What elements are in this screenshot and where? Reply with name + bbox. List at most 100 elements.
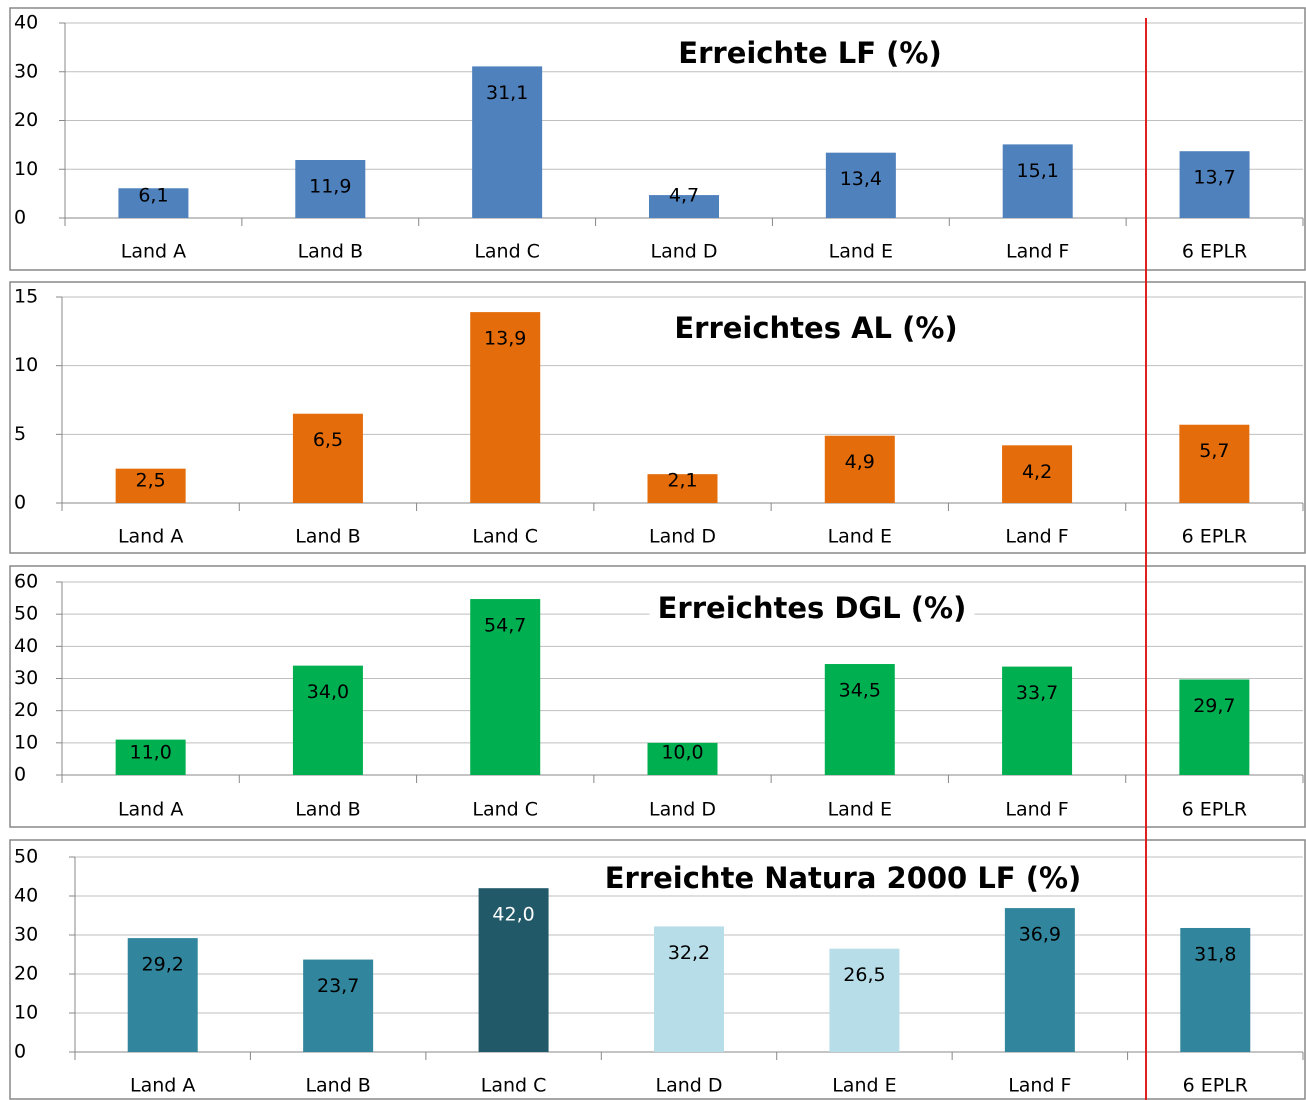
x-tick-label: Land F [1008,1075,1071,1097]
value-label: 29,2 [142,954,184,976]
x-tick-label: Land C [481,1075,547,1097]
bar [649,195,719,218]
value-label: 29,7 [1193,695,1235,717]
bar [470,312,541,503]
bar [1179,424,1250,503]
bar [1180,927,1251,1052]
x-tick-label: Land D [650,241,717,263]
bar [295,159,366,218]
value-label: 34,5 [839,680,881,702]
bar [1002,445,1073,503]
y-tick-label: 0 [14,492,26,514]
value-label: 4,7 [669,185,699,207]
value-label: 33,7 [1016,682,1058,704]
bar [824,435,895,503]
x-tick-label: Land F [1005,526,1068,548]
bar [470,599,541,775]
value-label: 54,7 [484,615,526,637]
value-label: 34,0 [307,681,349,703]
value-label: 2,5 [136,470,166,492]
bar [472,66,543,218]
x-tick-label: Land A [118,526,183,548]
bar [127,938,198,1052]
value-label: 4,9 [845,451,875,473]
panel-frame [9,7,1306,271]
x-tick-label: 6 EPLR [1182,241,1247,263]
bar [647,742,718,775]
x-tick-label: Land F [1006,241,1069,263]
value-label: 13,7 [1193,167,1235,189]
x-tick-label: Land F [1005,799,1068,821]
x-tick-label: Land C [474,241,540,263]
value-label: 36,9 [1019,924,1061,946]
title-background [649,591,975,625]
title-background [670,36,950,70]
x-tick-label: Land E [828,526,892,548]
chart-title: Erreichtes AL (%) [674,311,957,345]
bar [118,188,189,218]
value-label: 2,1 [667,470,697,492]
value-label: 13,9 [484,328,526,350]
value-label: 11,9 [309,175,351,197]
title-background [666,311,966,345]
y-tick-label: 40 [14,885,38,907]
x-tick-label: Land B [298,241,363,263]
x-tick-label: 6 EPLR [1182,799,1247,821]
value-label: 32,2 [668,942,710,964]
y-tick-label: 40 [14,12,38,34]
x-tick-label: Land A [118,799,183,821]
bar [1002,144,1073,218]
value-label: 31,1 [486,82,528,104]
bar [115,468,186,503]
value-label: 5,7 [1199,440,1229,462]
value-label: 10,0 [661,742,703,764]
x-tick-label: Land B [295,799,360,821]
y-tick-label: 30 [14,667,38,689]
bar [292,665,363,775]
x-tick-label: Land A [121,241,186,263]
y-tick-label: 10 [14,354,38,376]
y-tick-label: 60 [14,571,38,593]
value-label: 4,2 [1022,461,1052,483]
value-label: 23,7 [317,975,359,997]
value-label: 42,0 [492,904,534,926]
bar [115,739,186,775]
y-tick-label: 20 [14,109,38,131]
x-tick-label: Land E [832,1075,896,1097]
x-tick-label: Land B [295,526,360,548]
y-tick-label: 30 [14,924,38,946]
value-label: 26,5 [843,964,885,986]
x-tick-label: 6 EPLR [1183,1075,1248,1097]
x-tick-label: Land C [472,526,538,548]
y-tick-label: 10 [14,1002,38,1024]
y-tick-label: 15 [14,286,38,308]
bar [824,664,895,775]
y-tick-label: 20 [14,963,38,985]
y-tick-label: 5 [14,423,26,445]
value-label: 6,1 [138,185,168,207]
bar [654,926,724,1052]
y-tick-label: 10 [14,731,38,753]
title-background [596,861,1090,895]
y-tick-label: 50 [14,846,38,868]
value-label: 13,4 [840,168,882,190]
bar [1179,151,1250,218]
x-tick-label: Land A [130,1075,195,1097]
x-tick-label: Land D [655,1075,722,1097]
x-tick-label: Land E [829,241,893,263]
y-tick-label: 0 [14,1041,26,1063]
panel-frame [9,281,1306,554]
bar [829,948,900,1052]
chart-title: Erreichtes DGL (%) [658,591,967,625]
x-tick-label: Land E [828,799,892,821]
y-tick-label: 0 [14,764,26,786]
y-tick-label: 20 [14,699,38,721]
y-tick-label: 10 [14,158,38,180]
value-label: 11,0 [129,742,171,764]
x-tick-label: Land B [305,1075,370,1097]
bar [478,888,549,1052]
bar [647,474,718,503]
y-tick-label: 40 [14,635,38,657]
y-tick-label: 0 [14,207,26,229]
